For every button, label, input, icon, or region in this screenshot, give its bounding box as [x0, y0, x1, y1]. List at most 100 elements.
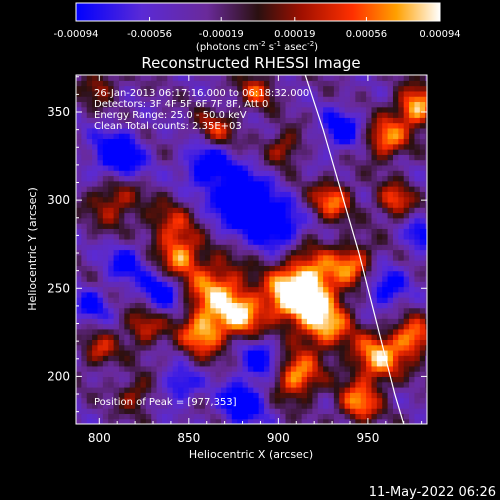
heatmap-cell [118, 397, 125, 404]
heatmap-cell [97, 80, 104, 87]
heatmap-cell [290, 355, 297, 362]
heatmap-cell [178, 418, 185, 424]
heatmap-cell [349, 244, 356, 251]
heatmap-cell [113, 254, 120, 261]
heatmap-image [76, 75, 427, 424]
heatmap-cell [376, 397, 383, 404]
heatmap-cell [333, 96, 340, 103]
heatmap-cell [81, 312, 88, 319]
heatmap-cell [129, 186, 136, 192]
heatmap-cell [86, 143, 93, 150]
heatmap-cell [339, 122, 346, 129]
heatmap-cell [108, 297, 115, 303]
heatmap-cell [237, 112, 244, 118]
heatmap-cell [156, 254, 163, 261]
heatmap-cell [199, 207, 206, 214]
heatmap-cell [226, 138, 233, 145]
heatmap-cell [183, 133, 190, 140]
heatmap-cell [264, 244, 271, 251]
heatmap-cell [194, 207, 201, 214]
heatmap-cell [76, 85, 82, 92]
heatmap-cell [118, 291, 125, 298]
heatmap-cell [323, 201, 330, 208]
heatmap-cell [167, 323, 174, 330]
heatmap-cell [97, 175, 104, 182]
heatmap-cell [269, 138, 276, 145]
heatmap-cell [210, 196, 217, 203]
heatmap-cell [258, 344, 265, 351]
heatmap-cell [366, 281, 373, 288]
heatmap-cell [253, 175, 260, 182]
heatmap-cell [274, 154, 281, 161]
heatmap-cell [92, 191, 99, 198]
heatmap-cell [172, 228, 179, 235]
heatmap-cell [108, 96, 115, 103]
heatmap-cell [349, 413, 356, 420]
heatmap-cell [366, 170, 373, 177]
heatmap-cell [366, 402, 373, 409]
heatmap-cell [296, 96, 303, 103]
heatmap-cell [317, 96, 324, 103]
heatmap-cell [242, 170, 249, 177]
heatmap-cell [129, 328, 136, 335]
heatmap-cell [76, 223, 82, 229]
heatmap-cell [376, 233, 383, 240]
heatmap-cell [86, 180, 93, 187]
heatmap-cell [371, 117, 378, 124]
heatmap-cell [247, 355, 254, 362]
heatmap-cell [264, 233, 271, 240]
heatmap-cell [344, 80, 351, 87]
heatmap-cell [140, 339, 147, 346]
heatmap-cell [414, 307, 421, 314]
heatmap-cell [349, 207, 356, 214]
heatmap-cell [376, 154, 383, 161]
heatmap-cell [323, 270, 330, 277]
heatmap-cell [371, 302, 378, 309]
heatmap-cell [425, 413, 427, 420]
heatmap-cell [135, 297, 142, 303]
heatmap-cell [339, 75, 346, 81]
heatmap-cell [167, 371, 174, 378]
heatmap-cell [274, 164, 281, 171]
heatmap-cell [97, 260, 104, 266]
heatmap-cell [301, 138, 308, 145]
heatmap-cell [81, 154, 88, 161]
heatmap-cell [161, 302, 168, 309]
heatmap-cell [323, 413, 330, 420]
heatmap-cell [414, 201, 421, 208]
heatmap-cell [274, 371, 281, 378]
heatmap-cell [382, 413, 389, 420]
heatmap-cell [76, 328, 82, 335]
heatmap-cell [371, 233, 378, 240]
heatmap-cell [76, 323, 82, 330]
heatmap-cell [296, 170, 303, 177]
heatmap-cell [355, 344, 362, 351]
heatmap-cell [392, 249, 399, 256]
heatmap-cell [371, 281, 378, 288]
heatmap-cell [323, 402, 330, 409]
heatmap-cell [280, 402, 287, 409]
heatmap-cell [382, 186, 389, 192]
heatmap-cell [247, 101, 254, 108]
heatmap-cell [328, 312, 335, 319]
heatmap-cell [151, 117, 158, 124]
heatmap-cell [317, 323, 324, 330]
heatmap-cell [242, 323, 249, 330]
heatmap-cell [102, 392, 109, 399]
heatmap-cell [253, 238, 260, 245]
heatmap-cell [398, 249, 405, 256]
heatmap-cell [194, 127, 201, 134]
heatmap-cell [360, 349, 367, 356]
heatmap-cell [86, 286, 93, 293]
heatmap-cell [387, 96, 394, 103]
heatmap-cell [387, 201, 394, 208]
heatmap-cell [199, 365, 206, 372]
heatmap-cell [307, 254, 313, 261]
heatmap-cell [269, 397, 276, 404]
heatmap-cell [145, 143, 152, 150]
heatmap-cell [194, 223, 201, 229]
heatmap-cell [215, 371, 222, 378]
heatmap-cell [264, 238, 271, 245]
heatmap-cell [414, 143, 421, 150]
heatmap-cell [269, 238, 276, 245]
